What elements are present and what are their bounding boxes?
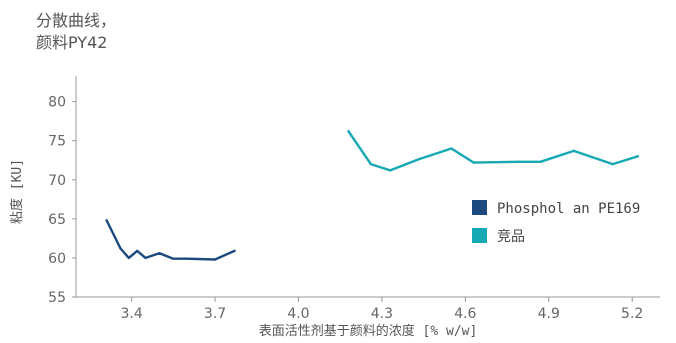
data-point-series-1 (172, 257, 175, 260)
x-tick-label: 4.9 (538, 306, 560, 322)
data-point-series-1 (119, 247, 122, 250)
axes: 55 60 65 70 75 80 3.4 3.7 4.0 4.3 4.6 4.9 5.2 表面活性剂基于… (9, 76, 660, 339)
y-tick-label: 75 (48, 134, 66, 150)
y-tick-label: 70 (48, 173, 66, 189)
data-point-series-2 (347, 130, 350, 133)
data-point-series-2 (389, 169, 392, 172)
legend-swatch-2 (472, 228, 487, 243)
series-layer (105, 130, 639, 261)
legend: Phosphol an PE169 竞品 (472, 200, 640, 245)
y-axis-label: 粘度 [KU] (9, 159, 25, 224)
y-tick-label: 60 (48, 251, 66, 267)
data-point-series-1 (158, 252, 161, 255)
series-line-1 (105, 219, 236, 261)
data-point-series-1 (144, 256, 147, 260)
data-point-series-2 (611, 162, 614, 166)
series-line-2 (347, 130, 639, 172)
data-point-series-1 (213, 258, 217, 261)
y-tick-label: 80 (48, 95, 66, 111)
x-tick-label: 4.0 (287, 306, 309, 322)
legend-swatch-1 (472, 200, 487, 215)
data-point-series-2 (572, 149, 575, 153)
chart-title: 分散曲线， 颜料PY42 (36, 10, 116, 54)
data-point-series-2 (472, 161, 475, 164)
data-point-series-1 (186, 257, 189, 260)
x-tick-label: 5.2 (621, 306, 643, 322)
x-tick-label: 4.6 (454, 306, 476, 322)
data-point-series-2 (516, 160, 520, 164)
chart-title-line-1: 分散曲线， (36, 11, 117, 30)
legend-label-2: 竞品 (497, 228, 525, 245)
data-point-series-2 (636, 155, 639, 158)
data-point-series-1 (135, 249, 139, 253)
x-axis-label: 表面活性剂基于颜料的浓度 [% w/w] (259, 323, 478, 339)
data-point-series-2 (539, 160, 542, 164)
x-tick-label: 3.4 (120, 306, 142, 322)
data-point-series-1 (233, 249, 236, 253)
data-point-series-2 (369, 162, 372, 166)
y-tick-label: 55 (48, 290, 66, 306)
x-tick-label: 4.3 (371, 306, 393, 322)
y-tick-label: 65 (48, 212, 66, 228)
data-point-series-1 (105, 219, 108, 222)
data-point-series-1 (127, 256, 131, 260)
x-tick-label: 3.7 (204, 306, 226, 322)
data-point-series-2 (416, 158, 420, 161)
data-point-series-2 (450, 147, 453, 150)
legend-label-1: Phosphol an PE169 (497, 201, 640, 217)
chart-title-line-2: 颜料PY42 (36, 33, 108, 52)
